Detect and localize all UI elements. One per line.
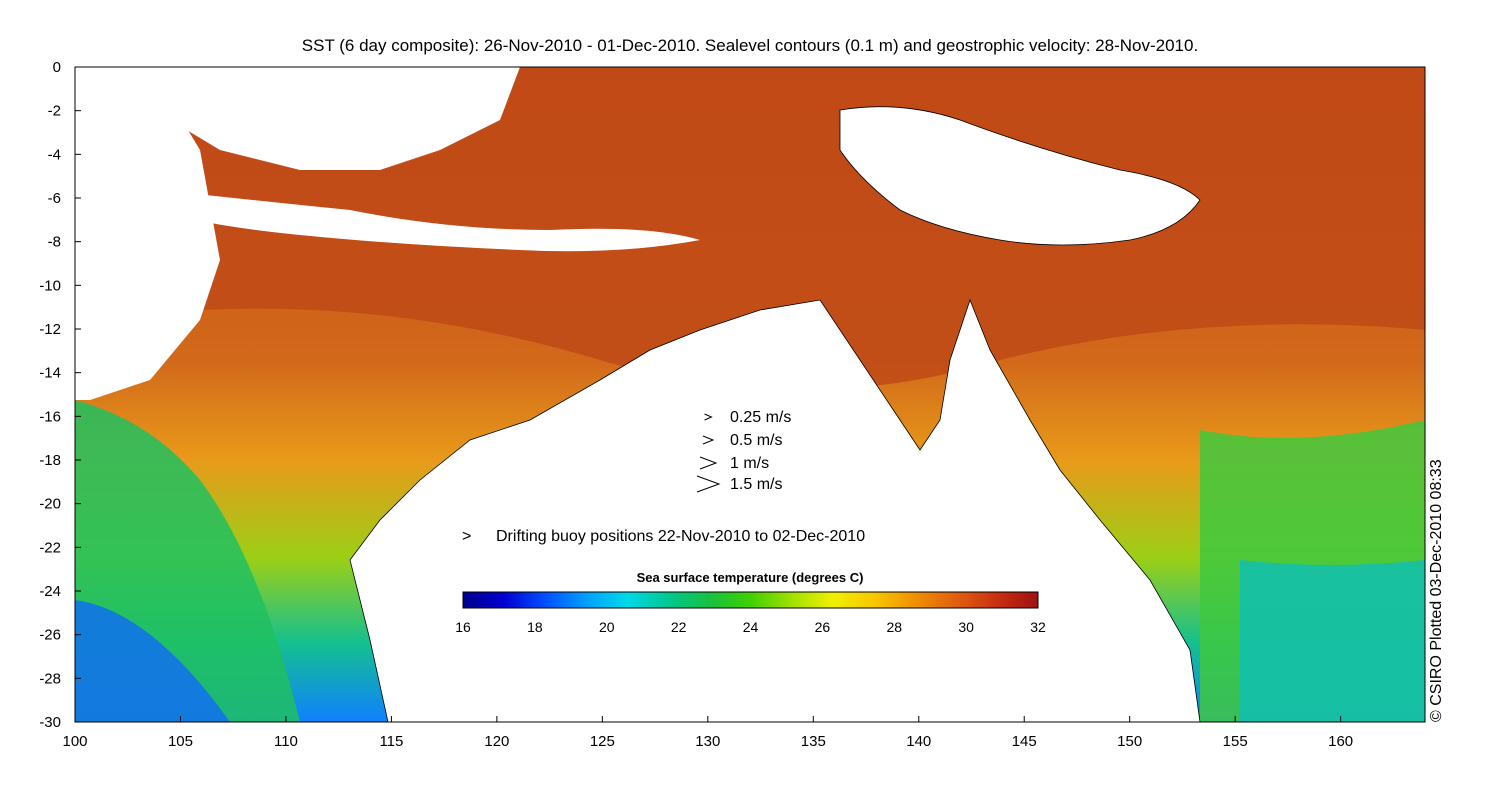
colorbar-tick-label: 26 [815, 619, 831, 635]
velocity-arrow-icon [702, 435, 715, 445]
x-tick-label: 150 [1117, 733, 1142, 750]
colorbar-tick-label: 16 [455, 619, 471, 635]
cold-sw-region [75, 600, 230, 722]
colorbar-tick-label: 20 [599, 619, 615, 635]
y-tick-label: -22 [39, 539, 61, 556]
plot-credit: © CSIRO Plotted 03-Dec-2010 08:33 [1428, 459, 1445, 722]
y-tick-label: -18 [39, 452, 61, 469]
velocity-arrow-icon [704, 413, 713, 421]
y-tick-label: -24 [39, 583, 61, 600]
buoy-legend-label: Drifting buoy positions 22-Nov-2010 to 0… [496, 528, 865, 545]
velocity-arrow-icon [696, 475, 721, 493]
y-tick-label: -12 [39, 321, 61, 338]
velocity-label: 1 m/s [730, 455, 769, 472]
cold-se-region [1240, 560, 1425, 722]
y-tick-label: -20 [39, 496, 61, 513]
colorbar: Sea surface temperature (degrees C) 16 18… [455, 570, 1046, 635]
y-tick-label: -4 [48, 146, 61, 163]
plot-area [75, 67, 1425, 722]
x-tick-label: 125 [590, 733, 615, 750]
colorbar-tick-label: 22 [671, 619, 687, 635]
indonesia-islands [160, 190, 700, 252]
x-tick-label: 110 [274, 733, 298, 750]
y-tick-label: -26 [39, 627, 61, 644]
x-tick-label: 140 [906, 733, 931, 750]
y-tick-label: -6 [48, 190, 61, 207]
borneo-landmass [150, 67, 520, 170]
x-tick-label: 105 [168, 733, 193, 750]
colorbar-tick-label: 32 [1030, 619, 1046, 635]
new-guinea-landmass [839, 106, 1201, 246]
colorbar-tick-label: 24 [743, 619, 759, 635]
colorbar-ticks: 16 18 20 22 24 26 28 30 32 [455, 619, 1046, 635]
x-tick-label: 100 [62, 733, 87, 750]
x-tick-label: 145 [1012, 733, 1037, 750]
colorbar-tick-label: 28 [886, 619, 902, 635]
y-tick-label: -10 [39, 277, 61, 294]
x-tick-label: 160 [1328, 733, 1353, 750]
y-tick-label: -16 [39, 408, 61, 425]
y-tick-label: 0 [53, 59, 61, 76]
buoy-marker-icon: > [462, 528, 471, 545]
buoy-legend: > Drifting buoy positions 22-Nov-2010 to… [462, 528, 865, 545]
colorbar-tick-label: 18 [527, 619, 543, 635]
y-tick-label: -8 [48, 234, 61, 251]
y-axis: 0 -2 -4 -6 -8 -10 -12 -14 -16 -18 -20 -22 -24 -26 -28 -… [39, 59, 81, 731]
x-tick-label: 155 [1223, 733, 1248, 750]
australia-landmass [349, 298, 1201, 722]
x-tick-label: 120 [484, 733, 509, 750]
plot-frame [74, 66, 1426, 723]
x-tick-label: 135 [801, 733, 826, 750]
y-tick-label: -30 [39, 714, 61, 731]
velocity-legend: 0.25 m/s 0.5 m/s 1 m/s 1.5 m/s [696, 409, 791, 493]
colorbar-scale [462, 591, 1039, 609]
y-tick-label: -28 [39, 670, 61, 687]
x-axis: 100 105 110 115 120 125 130 135 140 145 150 155 160 [62, 716, 1353, 750]
velocity-label: 0.5 m/s [730, 432, 782, 449]
colorbar-title: Sea surface temperature (degrees C) [637, 570, 864, 585]
velocity-label: 1.5 m/s [730, 476, 782, 493]
x-tick-label: 115 [379, 733, 403, 750]
x-tick-label: 130 [695, 733, 720, 750]
map-title: SST (6 day composite): 26-Nov-2010 - 01-… [301, 36, 1199, 55]
colorbar-tick-label: 30 [958, 619, 974, 635]
y-tick-label: -14 [39, 365, 61, 382]
velocity-label: 0.25 m/s [730, 409, 791, 426]
y-tick-label: -2 [48, 103, 61, 120]
northwest-cloud-patch [75, 67, 220, 400]
velocity-arrow-icon [699, 456, 718, 470]
